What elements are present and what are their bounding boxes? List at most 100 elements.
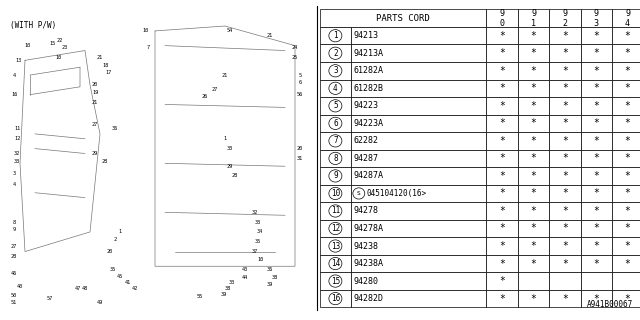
Text: 26: 26 — [202, 94, 208, 99]
Text: 39: 39 — [221, 292, 227, 297]
Text: 29: 29 — [92, 151, 98, 156]
Bar — [351, 290, 486, 307]
Text: 7: 7 — [333, 136, 338, 145]
Text: 9
0: 9 0 — [500, 9, 505, 28]
Text: 9
4: 9 4 — [625, 9, 630, 28]
Text: *: * — [593, 136, 599, 146]
Text: 56: 56 — [297, 92, 303, 97]
Bar — [549, 167, 580, 185]
Text: *: * — [625, 31, 630, 41]
Bar — [320, 80, 351, 97]
Bar — [320, 272, 351, 290]
Text: 19: 19 — [92, 90, 98, 95]
Text: *: * — [562, 66, 568, 76]
Text: 94238A: 94238A — [354, 259, 384, 268]
Bar — [549, 202, 580, 220]
Bar — [549, 80, 580, 97]
Bar — [518, 185, 549, 202]
Bar — [580, 202, 612, 220]
Text: *: * — [562, 153, 568, 164]
Text: *: * — [593, 153, 599, 164]
Bar — [580, 255, 612, 272]
Text: 5: 5 — [298, 73, 301, 77]
Text: *: * — [625, 66, 630, 76]
Bar — [612, 44, 640, 62]
Text: 4: 4 — [333, 84, 338, 93]
Bar — [549, 97, 580, 115]
Text: *: * — [499, 206, 505, 216]
Bar — [351, 202, 486, 220]
Text: 94223A: 94223A — [354, 119, 384, 128]
Bar — [549, 115, 580, 132]
Bar — [549, 237, 580, 255]
Text: *: * — [562, 31, 568, 41]
Bar — [320, 27, 351, 44]
Bar — [351, 27, 486, 44]
Bar — [518, 237, 549, 255]
Text: A941B00067: A941B00067 — [588, 300, 634, 309]
Text: 3: 3 — [333, 66, 338, 75]
Text: 35: 35 — [255, 239, 261, 244]
Bar — [612, 27, 640, 44]
Bar — [580, 44, 612, 62]
Text: 11: 11 — [14, 126, 20, 132]
Text: 6: 6 — [333, 119, 338, 128]
Text: 1: 1 — [333, 31, 338, 40]
Bar — [580, 80, 612, 97]
Bar — [320, 202, 351, 220]
Text: *: * — [562, 136, 568, 146]
Text: 94238: 94238 — [354, 242, 379, 251]
Bar — [351, 272, 486, 290]
Text: 14: 14 — [331, 259, 340, 268]
Text: 45: 45 — [117, 274, 123, 279]
Text: *: * — [531, 206, 536, 216]
Text: 48: 48 — [82, 286, 88, 291]
Text: 4: 4 — [12, 73, 15, 77]
Bar — [351, 167, 486, 185]
Text: 15: 15 — [331, 276, 340, 285]
Bar — [486, 237, 518, 255]
Text: 61282A: 61282A — [354, 66, 384, 75]
Text: *: * — [625, 293, 630, 304]
Text: 9: 9 — [12, 228, 15, 233]
Text: *: * — [562, 293, 568, 304]
Text: 38: 38 — [225, 286, 231, 291]
Text: 94287A: 94287A — [354, 172, 384, 180]
Text: 94213: 94213 — [354, 31, 379, 40]
Text: 9: 9 — [333, 172, 338, 180]
Bar — [612, 290, 640, 307]
Text: 7: 7 — [147, 45, 150, 50]
Text: 2: 2 — [113, 237, 116, 242]
Text: 27: 27 — [11, 244, 17, 249]
Bar — [549, 132, 580, 150]
Text: 94278: 94278 — [354, 206, 379, 215]
Text: 16: 16 — [11, 92, 17, 97]
Text: 28: 28 — [232, 172, 238, 178]
Bar — [612, 220, 640, 237]
Bar — [486, 44, 518, 62]
Bar — [580, 220, 612, 237]
Text: *: * — [625, 223, 630, 234]
Text: *: * — [562, 259, 568, 268]
Text: 16: 16 — [331, 294, 340, 303]
Bar — [486, 62, 518, 80]
Text: 47: 47 — [75, 286, 81, 291]
Text: *: * — [531, 118, 536, 128]
Text: 3: 3 — [12, 171, 15, 176]
Text: 94213A: 94213A — [354, 49, 384, 58]
Text: 5: 5 — [333, 101, 338, 110]
Text: *: * — [593, 31, 599, 41]
Bar — [518, 272, 549, 290]
Text: 045104120(16>: 045104120(16> — [367, 189, 427, 198]
Text: 20: 20 — [297, 146, 303, 151]
Text: *: * — [499, 83, 505, 93]
Text: *: * — [625, 153, 630, 164]
Text: *: * — [562, 241, 568, 251]
Text: 40: 40 — [17, 284, 23, 289]
Text: 61282B: 61282B — [354, 84, 384, 93]
Text: *: * — [625, 241, 630, 251]
Bar — [518, 9, 549, 27]
Text: *: * — [531, 48, 536, 58]
Bar — [351, 80, 486, 97]
Bar — [320, 97, 351, 115]
